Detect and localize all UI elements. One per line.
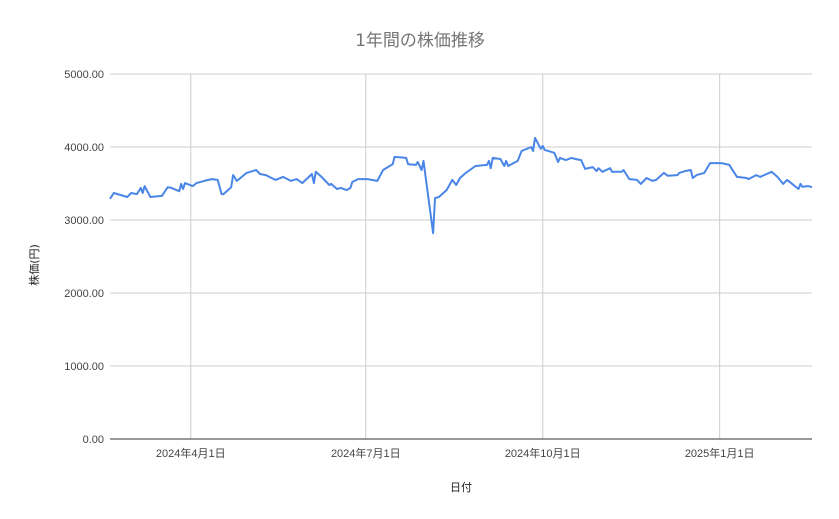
- y-tick-label: 4000.00: [64, 142, 104, 154]
- series-group: [109, 136, 813, 235]
- gridlines: [110, 73, 812, 439]
- x-axis-ticks: 2024年4月1日 2024年7月1日 2024年10月1日 2025年1月1日: [156, 446, 755, 460]
- y-tick-label: 1000.00: [64, 361, 104, 373]
- y-axis-ticks: 0.00 1000.00 2000.00 3000.00 4000.00 5000.00: [64, 69, 104, 446]
- x-tick-label: 2024年7月1日: [331, 446, 401, 460]
- price-line: [109, 136, 813, 235]
- y-tick-label: 3000.00: [64, 215, 104, 227]
- x-axis-label: 日付: [450, 481, 472, 494]
- y-tick-label: 5000.00: [64, 69, 104, 81]
- chart-title: 1年間の株価推移: [355, 31, 485, 51]
- y-tick-label: 2000.00: [64, 288, 104, 300]
- y-axis-label: 株価(円): [27, 244, 41, 286]
- x-tick-label: 2024年10月1日: [505, 446, 581, 460]
- y-tick-label: 0.00: [83, 434, 104, 446]
- x-tick-label: 2025年1月1日: [685, 446, 755, 460]
- x-tick-label: 2024年4月1日: [156, 446, 226, 460]
